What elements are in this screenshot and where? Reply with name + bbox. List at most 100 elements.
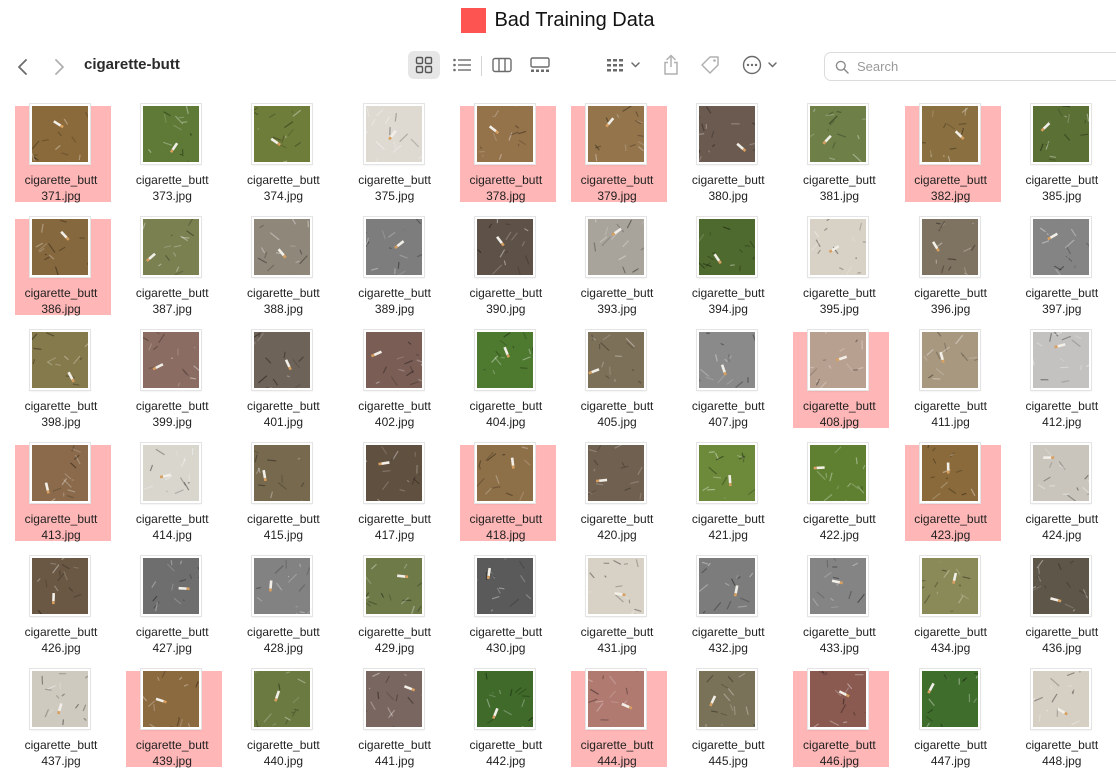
- file-item[interactable]: cigarette_butt 439.jpg: [117, 667, 227, 773]
- file-item[interactable]: cigarette_butt 394.jpg: [673, 215, 783, 321]
- file-item[interactable]: cigarette_butt 437.jpg: [6, 667, 116, 773]
- file-item[interactable]: cigarette_butt 395.jpg: [784, 215, 894, 321]
- file-item[interactable]: cigarette_butt 431.jpg: [562, 554, 672, 660]
- file-name-line1: cigarette_butt: [1025, 625, 1099, 639]
- file-name-line2: 446.jpg: [819, 754, 860, 768]
- thumbnail-frame: [252, 217, 313, 277]
- file-name-line1: cigarette_butt: [247, 399, 320, 413]
- file-item[interactable]: cigarette_butt 423.jpg: [896, 441, 1006, 547]
- file-item[interactable]: cigarette_butt 407.jpg: [673, 328, 783, 434]
- file-item[interactable]: cigarette_butt 422.jpg: [784, 441, 894, 547]
- file-item[interactable]: cigarette_butt 430.jpg: [451, 554, 561, 660]
- file-name-line1: cigarette_butt: [914, 512, 987, 526]
- file-item[interactable]: cigarette_butt 434.jpg: [896, 554, 1006, 660]
- chevron-left-icon[interactable]: [12, 56, 34, 78]
- file-item[interactable]: cigarette_butt 398.jpg: [6, 328, 116, 434]
- file-item[interactable]: cigarette_butt 388.jpg: [228, 215, 338, 321]
- search-field[interactable]: [824, 52, 1116, 81]
- file-item[interactable]: cigarette_butt 375.jpg: [340, 102, 450, 208]
- thumbnail-frame: [697, 556, 758, 616]
- file-item[interactable]: cigarette_butt 378.jpg: [451, 102, 561, 208]
- file-item[interactable]: cigarette_butt 382.jpg: [896, 102, 1006, 208]
- file-item[interactable]: cigarette_butt 417.jpg: [340, 441, 450, 547]
- file-thumbnail: [32, 332, 88, 388]
- file-name-line1: cigarette_butt: [135, 625, 209, 639]
- file-item[interactable]: cigarette_butt 441.jpg: [340, 667, 450, 773]
- file-item[interactable]: cigarette_butt 418.jpg: [451, 441, 561, 547]
- file-item[interactable]: cigarette_butt 436.jpg: [1007, 554, 1116, 660]
- file-thumbnail: [254, 332, 311, 388]
- thumbnail-frame: [919, 104, 980, 164]
- file-name-line1: cigarette_butt: [24, 399, 98, 413]
- thumbnail-frame: [697, 217, 758, 277]
- file-name: cigarette_butt 418.jpg: [451, 511, 561, 543]
- file-item[interactable]: cigarette_butt 426.jpg: [6, 554, 116, 660]
- chevron-right-icon[interactable]: [48, 56, 70, 78]
- file-item[interactable]: cigarette_butt 374.jpg: [228, 102, 338, 208]
- file-item[interactable]: cigarette_butt 389.jpg: [340, 215, 450, 321]
- thumbnail-frame: [141, 556, 202, 616]
- file-item[interactable]: cigarette_butt 381.jpg: [784, 102, 894, 208]
- file-item[interactable]: cigarette_butt 411.jpg: [896, 328, 1006, 434]
- file-name-line1: cigarette_butt: [135, 286, 209, 300]
- file-item[interactable]: cigarette_butt 424.jpg: [1007, 441, 1116, 547]
- file-item[interactable]: cigarette_butt 404.jpg: [451, 328, 561, 434]
- file-item[interactable]: cigarette_butt 412.jpg: [1007, 328, 1116, 434]
- file-item[interactable]: cigarette_butt 421.jpg: [673, 441, 783, 547]
- file-name: cigarette_butt 414.jpg: [117, 511, 227, 543]
- list-view-icon[interactable]: [448, 51, 476, 79]
- file-item[interactable]: cigarette_butt 393.jpg: [562, 215, 672, 321]
- file-item[interactable]: cigarette_butt 379.jpg: [562, 102, 672, 208]
- file-item[interactable]: cigarette_butt 448.jpg: [1007, 667, 1116, 773]
- thumbnail-frame: [252, 556, 313, 616]
- file-item[interactable]: cigarette_butt 440.jpg: [228, 667, 338, 773]
- tag-icon[interactable]: [697, 51, 723, 79]
- file-item[interactable]: cigarette_butt 420.jpg: [562, 441, 672, 547]
- gallery-view-icon[interactable]: [526, 51, 554, 79]
- file-name-line2: 394.jpg: [708, 302, 748, 316]
- grid-view-icon[interactable]: [408, 51, 440, 79]
- file-item[interactable]: cigarette_butt 427.jpg: [117, 554, 227, 660]
- share-icon[interactable]: [658, 50, 684, 80]
- file-item[interactable]: cigarette_butt 428.jpg: [228, 554, 338, 660]
- file-item[interactable]: cigarette_butt 373.jpg: [117, 102, 227, 208]
- file-name: cigarette_butt 401.jpg: [228, 398, 338, 430]
- file-item[interactable]: cigarette_butt 414.jpg: [117, 441, 227, 547]
- file-item[interactable]: cigarette_butt 396.jpg: [896, 215, 1006, 321]
- file-item[interactable]: cigarette_butt 444.jpg: [562, 667, 672, 773]
- file-item[interactable]: cigarette_butt 432.jpg: [673, 554, 783, 660]
- file-item[interactable]: cigarette_butt 387.jpg: [117, 215, 227, 321]
- thumbnail-frame: [586, 669, 646, 729]
- file-item[interactable]: cigarette_butt 408.jpg: [784, 328, 894, 434]
- file-item[interactable]: cigarette_butt 397.jpg: [1007, 215, 1116, 321]
- file-item[interactable]: cigarette_butt 390.jpg: [451, 215, 561, 321]
- file-item[interactable]: cigarette_butt 401.jpg: [228, 328, 338, 434]
- file-thumbnail: [699, 671, 756, 727]
- file-item[interactable]: cigarette_butt 442.jpg: [451, 667, 561, 773]
- file-item[interactable]: cigarette_butt 371.jpg: [6, 102, 116, 208]
- file-item[interactable]: cigarette_butt 380.jpg: [673, 102, 783, 208]
- file-item[interactable]: cigarette_butt 413.jpg: [6, 441, 116, 547]
- file-item[interactable]: cigarette_butt 386.jpg: [6, 215, 116, 321]
- file-item[interactable]: cigarette_butt 402.jpg: [340, 328, 450, 434]
- file-item[interactable]: cigarette_butt 399.jpg: [117, 328, 227, 434]
- group-icon[interactable]: [602, 51, 644, 79]
- file-name-line2: 398.jpg: [41, 415, 81, 429]
- file-item[interactable]: cigarette_butt 447.jpg: [896, 667, 1006, 773]
- search-input[interactable]: [855, 58, 1099, 75]
- file-item[interactable]: cigarette_butt 445.jpg: [673, 667, 783, 773]
- file-item[interactable]: cigarette_butt 429.jpg: [340, 554, 450, 660]
- file-item[interactable]: cigarette_butt 433.jpg: [784, 554, 894, 660]
- file-name-line2: 402.jpg: [374, 415, 415, 429]
- file-name-line2: 378.jpg: [486, 189, 526, 203]
- file-name: cigarette_butt 404.jpg: [451, 398, 561, 430]
- file-name-line1: cigarette_butt: [580, 738, 654, 752]
- file-name-line2: 371.jpg: [41, 189, 81, 203]
- thumbnail-frame: [697, 330, 758, 390]
- column-view-icon[interactable]: [488, 51, 516, 79]
- file-item[interactable]: cigarette_butt 405.jpg: [562, 328, 672, 434]
- file-item[interactable]: cigarette_butt 446.jpg: [784, 667, 894, 773]
- file-item[interactable]: cigarette_butt 385.jpg: [1007, 102, 1116, 208]
- file-item[interactable]: cigarette_butt 415.jpg: [228, 441, 338, 547]
- ellipsis-icon[interactable]: [740, 51, 782, 79]
